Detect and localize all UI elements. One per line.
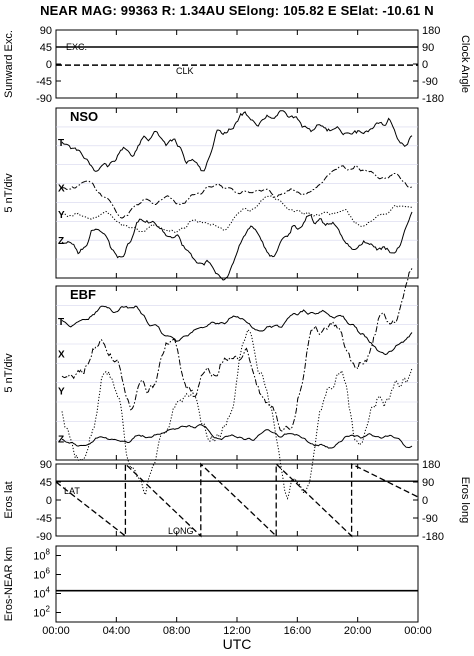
- y-tick-label-right: -90: [422, 513, 438, 525]
- series-label-clk: CLK: [176, 66, 194, 76]
- y-tick-label-right: 90: [422, 42, 434, 54]
- trace-nso-x: [61, 165, 413, 219]
- trace-ebf-x: [61, 268, 413, 432]
- y-tick-label: 106: [33, 567, 50, 582]
- series-long: [55, 462, 419, 538]
- y-tick-label: 102: [33, 605, 50, 620]
- trace-nso-t: [61, 110, 413, 172]
- y-tick-label: -90: [36, 531, 52, 543]
- panel-frame: [55, 463, 419, 537]
- series-label-lat: LAT: [64, 486, 80, 496]
- y-tick-label-right: 0: [422, 495, 428, 507]
- x-tick-label: 00:00: [404, 625, 432, 637]
- plot-title: NEAR MAG: 99363 R: 1.34AU SElong: 105.82…: [40, 3, 434, 18]
- x-tick-label: 16:00: [284, 625, 312, 637]
- y-tick-label-right: -180: [422, 93, 444, 105]
- trace-label-y: Y: [58, 210, 65, 221]
- y-tick-label: 90: [40, 25, 52, 37]
- y-tick-label: 45: [40, 477, 52, 489]
- trace-label-t: T: [58, 317, 64, 328]
- trace-label-x: X: [58, 350, 65, 361]
- x-tick-label: 00:00: [42, 625, 70, 637]
- y-tick-label-right: 0: [422, 59, 428, 71]
- y-tick-label: 45: [40, 42, 52, 54]
- panel-frame: [55, 545, 419, 623]
- y-tick-label: 0: [46, 495, 52, 507]
- y-tick-label-right: 180: [422, 459, 440, 471]
- y-axis-label-right: Clock Angle: [459, 35, 471, 93]
- trace-nso-z: [61, 211, 413, 281]
- x-tick-label: 08:00: [163, 625, 191, 637]
- trace-ebf-y: [61, 328, 413, 500]
- y-tick-label: -45: [36, 513, 52, 525]
- x-axis-title: UTC: [222, 636, 252, 652]
- trace-label-y: Y: [58, 386, 65, 397]
- series-label-long: LONG: [168, 526, 194, 536]
- y-tick-label: -45: [36, 76, 52, 88]
- y-axis-label: Eros lat: [3, 481, 15, 518]
- y-axis-label: Eros-NEAR km: [3, 547, 15, 622]
- y-tick-label: 104: [33, 586, 50, 601]
- frame-label-ebf: EBF: [70, 287, 96, 302]
- x-tick-label: 12:00: [223, 625, 251, 637]
- y-axis-label: 5 nT/div: [3, 173, 15, 213]
- trace-ebf-z: [61, 424, 413, 449]
- y-tick-label-right: -90: [422, 76, 438, 88]
- y-tick-label: 90: [40, 459, 52, 471]
- panel-frame: [55, 29, 419, 99]
- y-axis-label: 5 nT/div: [3, 353, 15, 393]
- y-tick-label: 0: [46, 59, 52, 71]
- y-tick-label-right: 180: [422, 25, 440, 37]
- frame-label-nso: NSO: [70, 109, 98, 124]
- trace-label-z: Z: [58, 236, 64, 247]
- trace-nso-y: [61, 195, 412, 234]
- trace-ebf-t: [61, 305, 413, 356]
- y-tick-label: 108: [33, 548, 50, 563]
- trace-label-z: Z: [58, 435, 64, 446]
- panel-frame: [55, 285, 419, 461]
- y-tick-label-right: -180: [422, 531, 444, 543]
- trace-label-t: T: [58, 138, 64, 149]
- x-tick-label: 04:00: [103, 625, 131, 637]
- trace-label-x: X: [58, 183, 65, 194]
- y-axis-label-right: Eros long: [459, 477, 471, 523]
- x-tick-label: 20:00: [344, 625, 372, 637]
- series-label-exc: EXC.: [66, 42, 87, 52]
- y-axis-label: Sunward Exc.: [3, 30, 15, 98]
- y-tick-label: -90: [36, 93, 52, 105]
- y-tick-label-right: 90: [422, 477, 434, 489]
